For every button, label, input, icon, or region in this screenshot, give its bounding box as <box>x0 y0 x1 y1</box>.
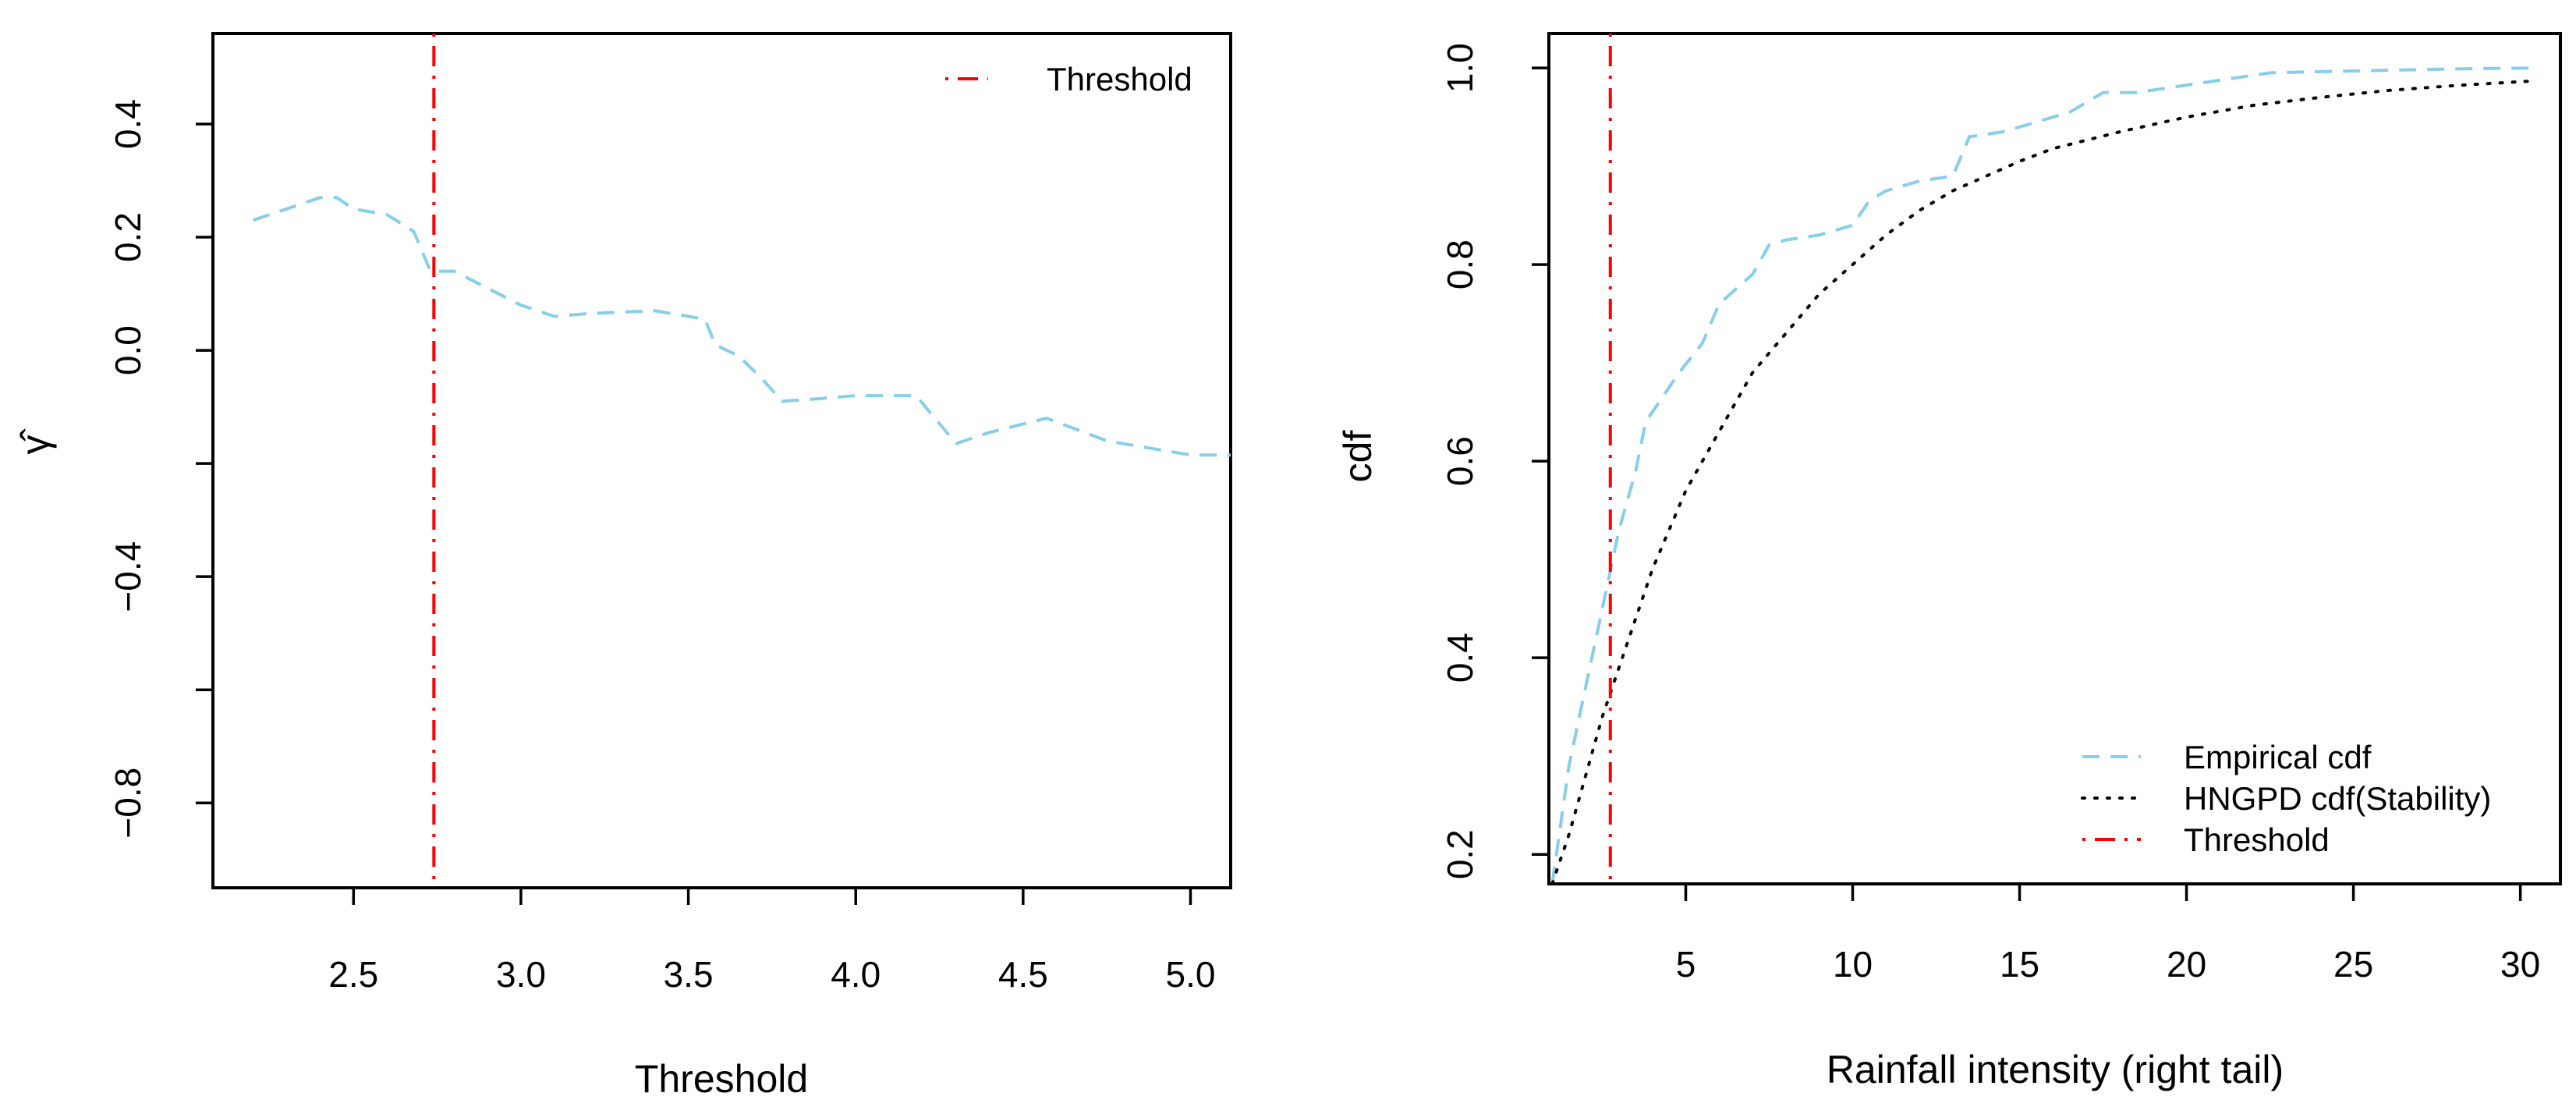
right-x-tick-label: 10 <box>1833 944 1873 985</box>
left-plot-frame <box>211 32 1232 889</box>
right-legend: Empirical cdf HNGPD cdf(Stability) Thresho… <box>2081 739 2491 858</box>
right-plot-frame <box>1547 32 2562 885</box>
right-x-tick-label: 30 <box>2500 944 2540 985</box>
right-x-tick-label: 25 <box>2333 944 2373 985</box>
right-legend-label: Empirical cdf <box>2184 739 2372 775</box>
right-x-axis-title: Rainfall intensity (right tail) <box>1827 1048 2284 1091</box>
left-chart: 2.5 3.0 3.5 4.0 4.5 5.0 −0.8 −0.4 0.0 0.2 0.4 Thres… <box>13 32 1232 1101</box>
right-x-tick-label: 5 <box>1676 944 1696 985</box>
right-y-tick-label: 1.0 <box>1440 43 1480 93</box>
left-y-tick-label: −0.4 <box>108 541 148 612</box>
right-x-tick-label: 20 <box>2167 944 2206 985</box>
left-legend: Threshold <box>945 61 1192 98</box>
left-y-tick-label: −0.8 <box>108 768 148 839</box>
left-x-tick-label: 2.5 <box>328 954 378 995</box>
left-x-tick-label: 4.5 <box>998 954 1048 995</box>
right-x-tick-label: 15 <box>2000 944 2039 985</box>
right-chart: 5 10 15 20 25 30 0.2 0.4 0.6 0.8 1.0 Rainfall inten… <box>1336 32 2562 1091</box>
left-x-tick-label: 3.5 <box>664 954 714 995</box>
left-y-tick-label: 0.4 <box>108 99 148 149</box>
right-y-tick-label: 0.6 <box>1440 436 1480 486</box>
left-y-tick-label: 0.0 <box>108 325 148 375</box>
right-legend-label: Threshold <box>2184 821 2330 858</box>
left-series-gamma-hat-line <box>252 196 1231 457</box>
right-series-cdf-line <box>1550 66 2538 884</box>
right-series-model-line <box>1550 79 2539 884</box>
left-data-area <box>252 34 1231 888</box>
left-x-tick-label: 3.0 <box>496 954 546 995</box>
left-y-axis-title: γ̂ <box>13 428 57 455</box>
left-legend-label: Threshold <box>1047 61 1192 98</box>
right-y-tick-label: 0.2 <box>1440 829 1480 879</box>
left-x-tick-label: 5.0 <box>1166 954 1216 995</box>
right-y-tick-label: 0.4 <box>1440 633 1480 683</box>
right-y-tick-label: 0.8 <box>1440 239 1480 289</box>
right-y-axis-title: cdf <box>1336 431 1380 483</box>
left-x-tick-label: 4.0 <box>831 954 881 995</box>
right-legend-label: HNGPD cdf(Stability) <box>2184 780 2491 817</box>
left-x-axis-title: Threshold <box>635 1057 808 1101</box>
right-data-area <box>1550 34 2539 884</box>
left-y-tick-label: 0.2 <box>108 212 148 262</box>
